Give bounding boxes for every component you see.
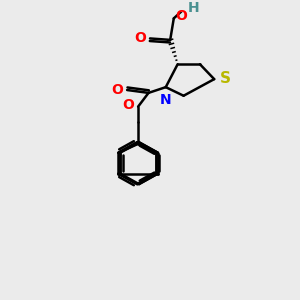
Text: H: H — [188, 1, 200, 14]
Text: O: O — [122, 98, 134, 112]
Text: N: N — [160, 93, 172, 107]
Text: O: O — [135, 32, 146, 45]
Text: O: O — [112, 83, 124, 97]
Text: O: O — [175, 9, 187, 23]
Text: S: S — [220, 71, 230, 86]
